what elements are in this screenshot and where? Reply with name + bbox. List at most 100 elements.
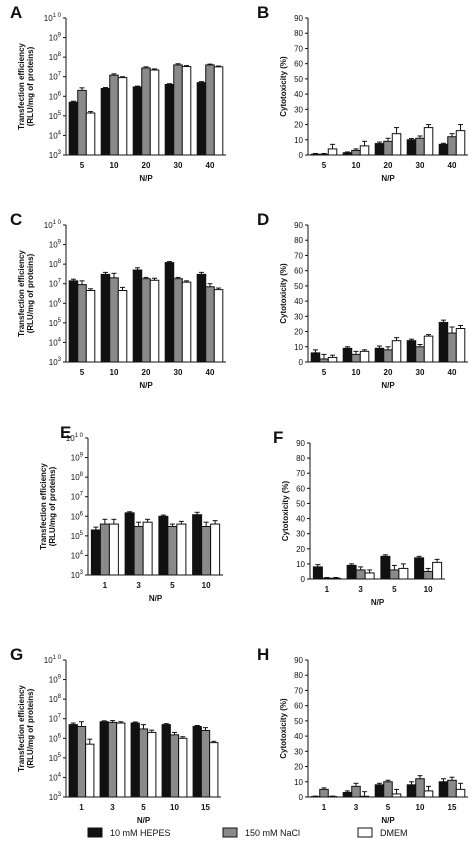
panel-letter: A (10, 3, 22, 22)
panel-b: B 0 10 20 30 40 50 60 70 80 90 Cytotoxicity (%) 5 10 2… (257, 3, 468, 183)
y-tick-label: 0 (301, 575, 306, 584)
x-tick-label: 1 (325, 585, 330, 594)
bar (391, 340, 402, 363)
bar (383, 781, 393, 798)
y-tick-base: 10 (49, 338, 58, 347)
bar (342, 791, 353, 798)
y-tick-base: 10 (49, 358, 58, 367)
x-tick-label: 5 (386, 803, 391, 812)
y-tick-label: 108 (49, 52, 62, 62)
y-tick-exponent: 9 (58, 675, 62, 681)
x-tick-label: 1 (322, 803, 327, 812)
bar (176, 523, 187, 576)
y-tick-label: 105 (49, 318, 62, 328)
y-axis-subtitle: (RLU/mg of proteins) (26, 46, 35, 126)
bar (205, 64, 215, 156)
bar (200, 729, 211, 798)
y-tick-base: 10 (49, 34, 58, 43)
bar (68, 101, 79, 156)
y-tick-exponent: 3 (58, 792, 62, 798)
y-tick-label: 60 (296, 484, 305, 493)
y-tick-label: 103 (49, 357, 62, 367)
bar (406, 340, 417, 363)
y-tick-base: 10 (49, 92, 58, 101)
y-tick-base: 10 (49, 319, 58, 328)
y-tick-label: 105 (49, 111, 62, 121)
bar (181, 66, 192, 156)
x-axis-title: N/P (381, 816, 395, 825)
y-axis-title: Cytotoxicity (%) (279, 263, 288, 324)
y-tick-label: 70 (294, 686, 303, 695)
bar (319, 358, 329, 363)
bar (68, 280, 79, 363)
x-tick-label: 30 (416, 161, 425, 170)
bar (415, 778, 425, 798)
bar (351, 785, 361, 798)
y-tick-base: 10 (49, 299, 58, 308)
y-tick-label: 50 (294, 75, 303, 84)
y-tick-label: 108 (49, 259, 62, 269)
panel-letter: H (257, 645, 269, 664)
y-tick-label: 90 (294, 221, 303, 230)
x-tick-label: 40 (206, 161, 215, 170)
y-tick-base: 10 (49, 676, 58, 685)
bar (423, 790, 434, 798)
bar (117, 77, 128, 156)
x-axis-title: N/P (371, 598, 385, 607)
y-tick-exponent: 1 0 (53, 220, 62, 226)
bar (213, 289, 224, 363)
bar (321, 577, 332, 580)
y-tick-exponent: 9 (58, 240, 62, 246)
bar (147, 731, 157, 798)
x-axis-title: N/P (381, 381, 395, 390)
y-tick-base: 10 (49, 112, 58, 121)
y-tick-base: 10 (49, 53, 58, 62)
bar (196, 82, 207, 156)
y-tick-exponent: 6 (58, 91, 62, 97)
y-tick-label: 20 (294, 121, 303, 130)
y-tick-exponent: 4 (58, 130, 62, 136)
bar (201, 526, 212, 576)
y-tick-label: 10 (294, 136, 303, 145)
legend-swatch (222, 827, 238, 838)
y-tick-label: 107 (49, 279, 62, 289)
y-tick-label: 40 (294, 732, 303, 741)
bar (447, 332, 457, 363)
x-tick-label: 20 (142, 368, 151, 377)
y-tick-label: 101 0 (44, 655, 62, 665)
bar (364, 572, 375, 580)
y-tick-base: 10 (49, 280, 58, 289)
bar (438, 781, 449, 798)
y-tick-exponent: 9 (58, 33, 62, 39)
y-tick-exponent: 1 0 (75, 433, 84, 439)
y-tick-base: 10 (49, 793, 58, 802)
x-tick-label: 3 (354, 803, 359, 812)
bar (414, 557, 425, 580)
bar (406, 784, 417, 798)
bar (359, 795, 370, 798)
y-tick-exponent: 8 (58, 52, 62, 58)
y-tick-label: 109 (49, 240, 62, 250)
y-tick-label: 20 (296, 545, 305, 554)
y-axis-title: Transfection efficiency (17, 43, 26, 130)
bar (108, 523, 119, 576)
x-tick-label: 10 (110, 368, 119, 377)
y-tick-exponent: 4 (58, 772, 62, 778)
bar (359, 145, 370, 156)
x-tick-label: 15 (201, 803, 210, 812)
bar (391, 133, 402, 156)
y-tick-label: 109 (71, 453, 84, 463)
y-tick-label: 40 (296, 515, 305, 524)
x-tick-label: 30 (174, 368, 183, 377)
x-tick-label: 30 (416, 368, 425, 377)
y-tick-exponent: 5 (80, 531, 84, 537)
y-tick-label: 80 (296, 454, 305, 463)
x-tick-label: 10 (202, 581, 211, 590)
bar (99, 523, 110, 576)
panel-f: F 0 10 20 30 40 50 60 70 80 90 Cytotoxicity (%) 1 3 5 1… (273, 428, 445, 607)
y-tick-label: 107 (71, 492, 84, 502)
y-tick-label: 90 (296, 439, 305, 448)
bar (312, 566, 323, 580)
y-tick-exponent: 7 (58, 279, 62, 285)
